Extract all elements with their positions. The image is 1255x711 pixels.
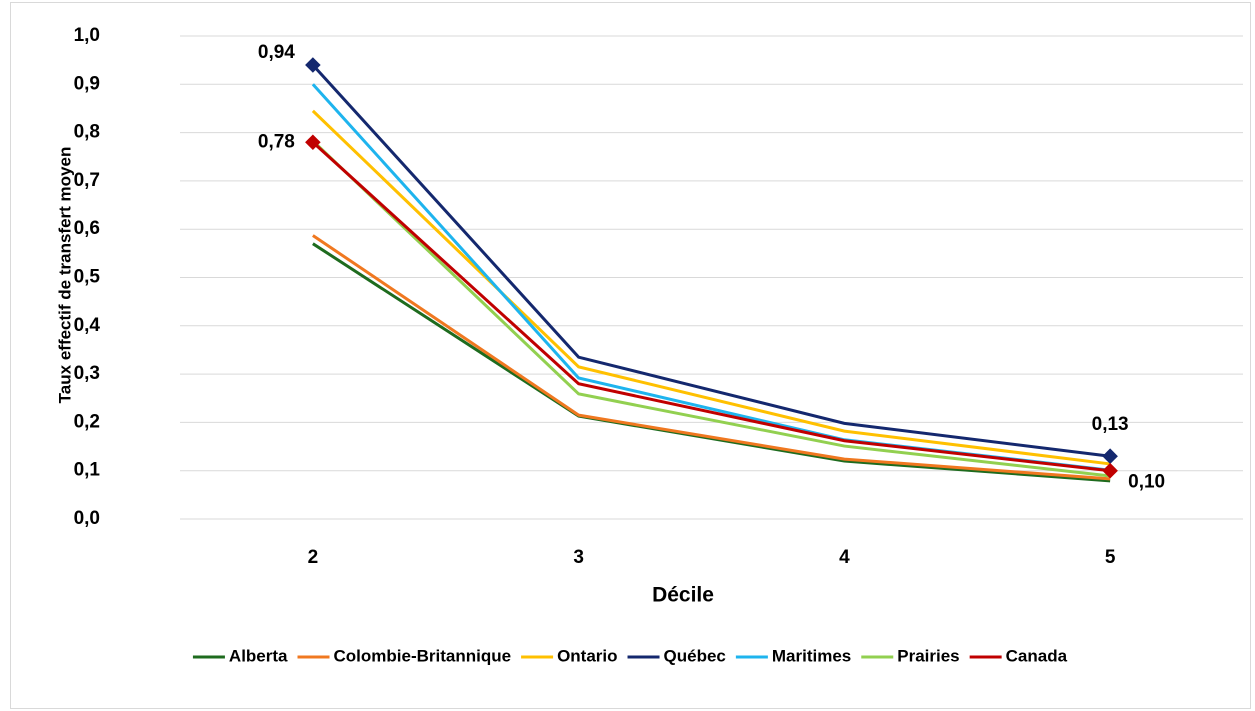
- series-line: [311, 141, 1111, 473]
- x-tick-label: 5: [1105, 547, 1116, 568]
- y-axis-label: Taux effectif de transfert moyen: [55, 147, 74, 404]
- chart-border: [10, 2, 1251, 709]
- y-tick-label: 0,4: [74, 315, 101, 336]
- y-tick-label: 0,6: [74, 218, 100, 239]
- series-line: [311, 63, 1111, 458]
- legend-label: Canada: [1006, 646, 1068, 665]
- x-tick-label: 4: [839, 547, 850, 568]
- y-tick-label: 0,2: [74, 411, 100, 432]
- series-line: [311, 109, 1111, 466]
- data-label: 0,10: [1128, 472, 1165, 493]
- series-line: [312, 234, 1111, 481]
- legend-label: Colombie-Britannique: [334, 646, 512, 665]
- data-label: 0,78: [258, 131, 295, 152]
- marker: [1102, 448, 1118, 464]
- data-label: 0,94: [258, 42, 295, 63]
- legend-label: Maritimes: [772, 646, 851, 665]
- y-tick-label: 0,0: [74, 508, 100, 529]
- y-tick-label: 0,3: [74, 363, 100, 384]
- marker: [1102, 462, 1118, 479]
- x-tick-label: 2: [308, 547, 319, 568]
- series-line: [311, 139, 1111, 478]
- y-tick-label: 0,8: [74, 122, 100, 143]
- y-tick-label: 0,7: [74, 170, 100, 191]
- y-tick-label: 0,5: [74, 267, 101, 288]
- marker: [305, 134, 321, 151]
- legend-label: Alberta: [229, 646, 288, 665]
- legend-label: Ontario: [557, 646, 617, 665]
- x-axis-label: Décile: [652, 584, 714, 607]
- legend-label: Prairies: [897, 646, 959, 665]
- y-tick-label: 0,1: [74, 460, 101, 481]
- legend-label: Québec: [664, 646, 726, 665]
- y-tick-label: 0,9: [74, 73, 100, 94]
- x-tick-label: 3: [573, 547, 584, 568]
- data-label: 0,13: [1092, 414, 1129, 435]
- y-tick-label: 1,0: [74, 25, 100, 46]
